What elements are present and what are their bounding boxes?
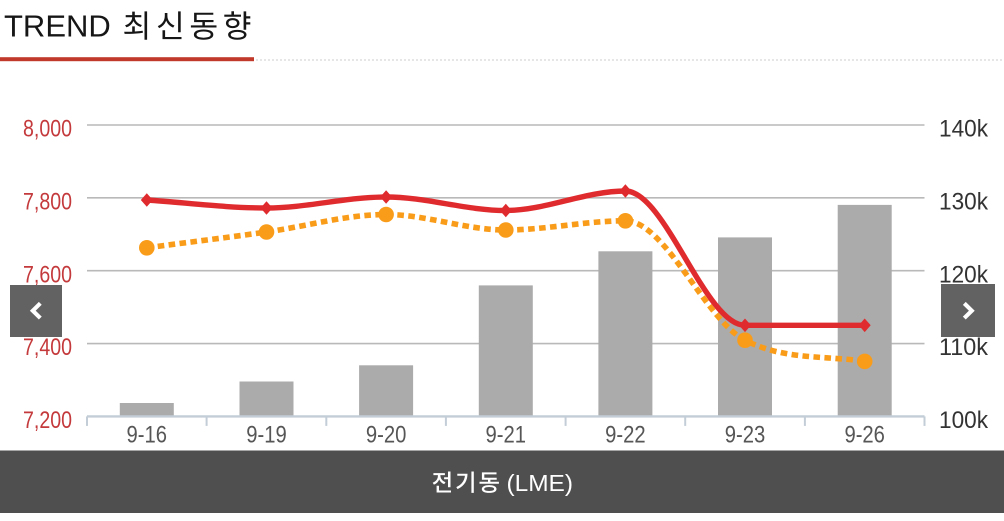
svg-text:7,400: 7,400 (23, 334, 72, 361)
svg-text:9-16: 9-16 (127, 422, 168, 449)
svg-text:9-22: 9-22 (605, 422, 646, 449)
svg-text:TREND: TREND (4, 8, 111, 43)
svg-text:9-26: 9-26 (844, 422, 885, 449)
svg-text:140k: 140k (939, 116, 989, 143)
svg-text:120k: 120k (939, 261, 989, 288)
svg-text:(LME): (LME) (507, 470, 574, 496)
svg-text:9-21: 9-21 (486, 422, 527, 449)
svg-text:9-23: 9-23 (725, 422, 766, 449)
svg-text:9-19: 9-19 (246, 422, 287, 449)
svg-text:9-20: 9-20 (366, 422, 407, 449)
svg-text:110k: 110k (939, 334, 989, 361)
svg-text:130k: 130k (939, 189, 989, 216)
svg-text:100k: 100k (939, 407, 989, 434)
svg-text:7,200: 7,200 (23, 407, 72, 434)
svg-text:7,800: 7,800 (23, 189, 72, 216)
svg-text:7,600: 7,600 (23, 261, 72, 288)
svg-text:8,000: 8,000 (23, 116, 72, 143)
